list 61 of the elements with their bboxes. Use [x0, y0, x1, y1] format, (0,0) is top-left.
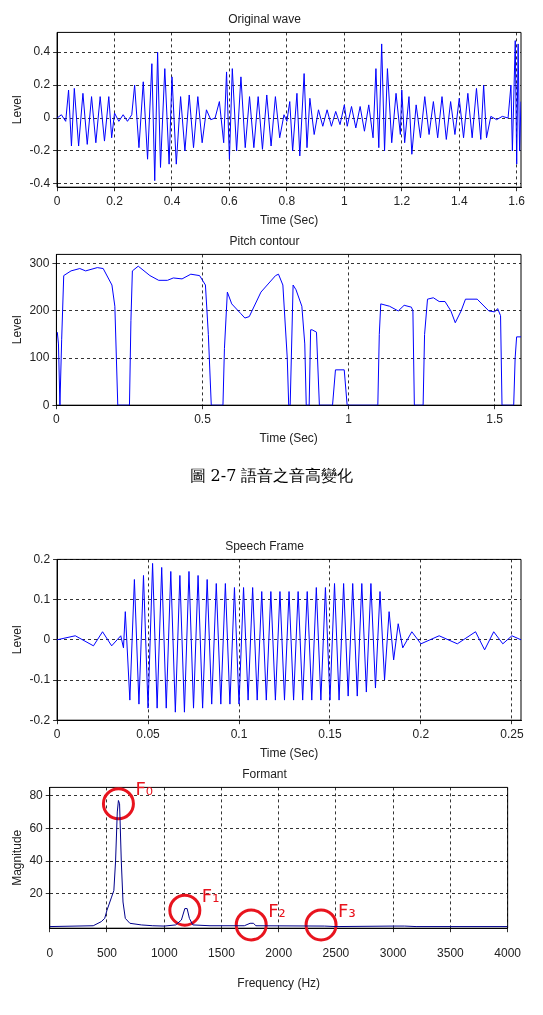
y-tick-label: 0.2 [33, 551, 51, 566]
annotation: F₂ [268, 899, 286, 921]
x-tick-label: 2000 [265, 945, 293, 960]
y-axis-title: Magnitude [9, 829, 24, 886]
x-tick-label: 0 [53, 726, 61, 741]
y-tick-label: 60 [29, 820, 44, 835]
y-tick-label: -0.1 [29, 672, 51, 687]
x-tick-label: 1.4 [450, 193, 468, 208]
x-tick-label: 1000 [150, 945, 178, 960]
x-tick-label: 4000 [494, 945, 522, 960]
x-axis-title: Time (Sec) [259, 213, 319, 228]
y-axis-title: Level [9, 625, 24, 655]
y-tick-label: -0.2 [29, 143, 51, 158]
x-tick-label: 0.5 [194, 411, 212, 426]
y-tick-label: 0.2 [33, 77, 51, 92]
x-tick-label: 0.15 [318, 726, 342, 741]
x-axis-title: Time (Sec) [259, 431, 318, 446]
y-tick-label: 40 [29, 853, 44, 868]
y-tick-label: 200 [29, 303, 50, 318]
chart-title: Formant [242, 766, 288, 781]
y-tick-label: 0 [43, 632, 51, 647]
x-axis-title: Frequency (Hz) [237, 976, 321, 991]
y-axis-title: Level [9, 95, 24, 125]
x-tick-label: 0.05 [136, 726, 161, 741]
y-tick-label: 20 [29, 886, 44, 901]
x-tick-label: 0.2 [412, 726, 430, 741]
x-tick-label: 0.25 [500, 726, 524, 741]
x-tick-label: 0.4 [163, 193, 181, 208]
y-axis-title: Level [9, 315, 24, 345]
x-tick-label: 1.6 [508, 193, 526, 208]
x-tick-label: 1 [345, 411, 353, 426]
x-tick-label: 1.2 [393, 193, 411, 208]
y-tick-label: 0.1 [33, 591, 51, 606]
y-tick-label: -0.2 [29, 712, 51, 727]
x-tick-label: 1.5 [486, 411, 504, 426]
chart-title: Original wave [228, 11, 302, 26]
x-tick-label: 0 [53, 193, 61, 208]
y-tick-label: 100 [29, 350, 50, 365]
y-tick-label: 0 [42, 397, 50, 412]
chart-title: Speech Frame [225, 538, 305, 553]
x-tick-label: 0.6 [221, 193, 239, 208]
x-tick-label: 3000 [379, 945, 407, 960]
x-tick-label: 0.1 [230, 726, 248, 741]
x-tick-label: 0 [53, 411, 61, 426]
x-tick-label: 0.8 [278, 193, 296, 208]
x-tick-label: 1 [340, 193, 348, 208]
annotation: F₁ [201, 884, 220, 906]
x-tick-label: 2500 [322, 945, 350, 960]
chart-title: Pitch contour [229, 233, 300, 248]
y-tick-label: 0 [43, 110, 51, 125]
x-axis-title: Time (Sec) [259, 746, 319, 761]
y-tick-label: 80 [29, 787, 44, 802]
y-tick-label: 300 [29, 256, 50, 271]
annotation: F₃ [338, 899, 356, 921]
y-tick-label: 0.4 [33, 44, 51, 59]
y-tick-label: -0.4 [29, 176, 51, 191]
x-tick-label: 3500 [437, 945, 465, 960]
caption: 圖 2-7 語音之音高變化 [188, 465, 355, 487]
x-tick-label: 500 [96, 945, 118, 960]
x-tick-label: 1500 [208, 945, 236, 960]
x-tick-label: 0.2 [106, 193, 124, 208]
